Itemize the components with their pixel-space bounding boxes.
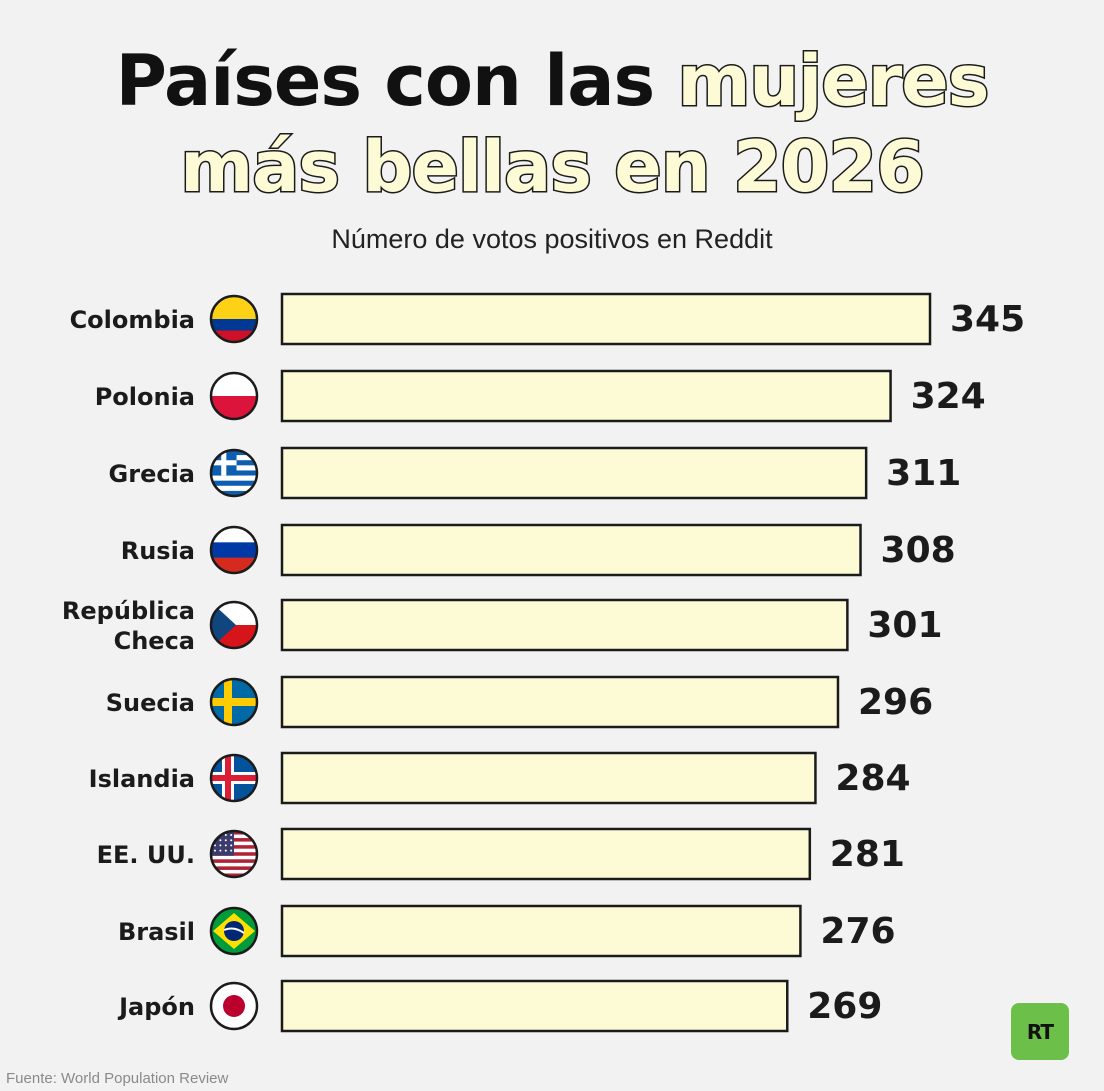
chart-title-line-2: más bellas en 2026 bbox=[0, 126, 1104, 208]
russia-flag-icon bbox=[209, 525, 259, 575]
value-label: 301 bbox=[867, 605, 942, 646]
value-label: 269 bbox=[807, 986, 882, 1027]
japan-flag-icon bbox=[209, 981, 259, 1031]
czech-flag-icon bbox=[209, 600, 259, 650]
value-label: 311 bbox=[886, 453, 961, 494]
bar bbox=[280, 979, 789, 1033]
bar bbox=[280, 675, 840, 729]
greece-flag-icon bbox=[209, 448, 259, 498]
bar bbox=[280, 827, 812, 881]
category-label: Colombia bbox=[70, 306, 195, 334]
rt-logo: RT bbox=[1011, 1003, 1069, 1060]
source-footer: Fuente: World Population Review bbox=[6, 1070, 229, 1087]
bar bbox=[280, 904, 802, 958]
sweden-flag-icon bbox=[209, 677, 259, 727]
chart-subtitle: Número de votos positivos en Reddit bbox=[331, 224, 773, 254]
bar bbox=[280, 446, 868, 500]
usa-flag-icon bbox=[209, 829, 259, 879]
title-plain-text: Países con las bbox=[115, 40, 656, 122]
poland-flag-icon bbox=[209, 371, 259, 421]
title-highlight-text: mujeres bbox=[676, 40, 991, 122]
bar bbox=[280, 598, 849, 652]
value-label: 281 bbox=[830, 834, 905, 875]
brazil-flag-icon bbox=[209, 906, 259, 956]
chart-title-line-1: Países con las mujeres bbox=[0, 40, 1104, 122]
category-label: Japón bbox=[117, 993, 195, 1021]
value-label: 345 bbox=[950, 299, 1025, 340]
rt-logo-text: RT bbox=[1026, 1019, 1054, 1044]
category-label: EE. UU. bbox=[97, 841, 195, 869]
value-label: 308 bbox=[881, 530, 956, 571]
iceland-flag-icon bbox=[209, 753, 259, 803]
bar bbox=[280, 751, 817, 805]
category-label: Rusia bbox=[121, 537, 195, 565]
category-label: Brasil bbox=[118, 918, 195, 946]
bar bbox=[280, 523, 862, 577]
category-label: Grecia bbox=[109, 460, 195, 488]
category-label: República Checa bbox=[62, 597, 195, 655]
value-label: 296 bbox=[858, 682, 933, 723]
colombia-flag-icon bbox=[209, 294, 259, 344]
value-label: 284 bbox=[835, 758, 910, 799]
title-highlight-text-2: más bellas en 2026 bbox=[179, 126, 927, 208]
value-label: 276 bbox=[820, 911, 895, 952]
value-label: 324 bbox=[911, 376, 986, 417]
bar bbox=[280, 292, 932, 346]
category-label: Islandia bbox=[89, 765, 195, 793]
category-label: Polonia bbox=[95, 383, 195, 411]
bar bbox=[280, 369, 892, 423]
category-label: Suecia bbox=[106, 689, 195, 717]
